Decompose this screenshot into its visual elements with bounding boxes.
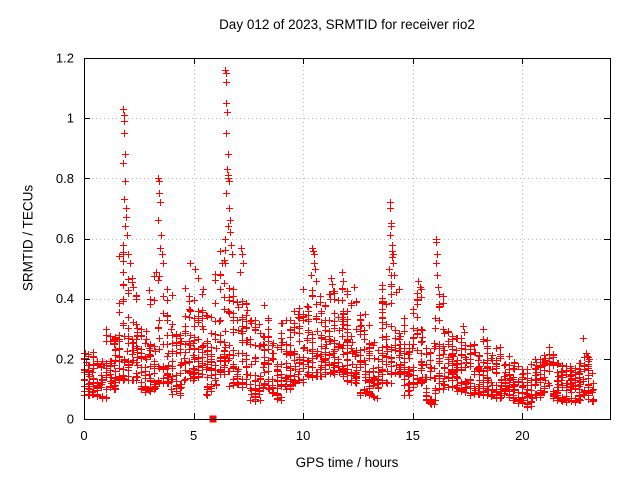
y-tick-label: 1.2: [56, 51, 74, 66]
y-tick-label: 0.8: [56, 171, 74, 186]
x-axis-label: GPS time / hours: [295, 455, 399, 470]
scatter-points-plus: [81, 67, 597, 411]
y-tick-label: 0.6: [56, 231, 74, 246]
y-tick-labels: 0 0.2 0.4 0.6 0.8 1 1.2: [56, 51, 74, 427]
y-tick-label: 0.2: [56, 351, 74, 366]
x-tick-labels: 0 5 10 15 20: [80, 428, 529, 443]
scatter-series-srmtid: [81, 67, 597, 423]
x-tick-label: 5: [190, 428, 197, 443]
y-tick-label: 1: [67, 111, 74, 126]
x-tick-label: 10: [296, 428, 310, 443]
x-tick-label: 0: [80, 428, 87, 443]
axis-ticks: [84, 58, 610, 420]
x-tick-label: 15: [406, 428, 420, 443]
chart-title: Day 012 of 2023, SRMTID for receiver rio…: [219, 17, 475, 32]
x-tick-label: 20: [515, 428, 529, 443]
y-tick-label: 0.4: [56, 291, 74, 306]
y-tick-label: 0: [67, 412, 74, 427]
